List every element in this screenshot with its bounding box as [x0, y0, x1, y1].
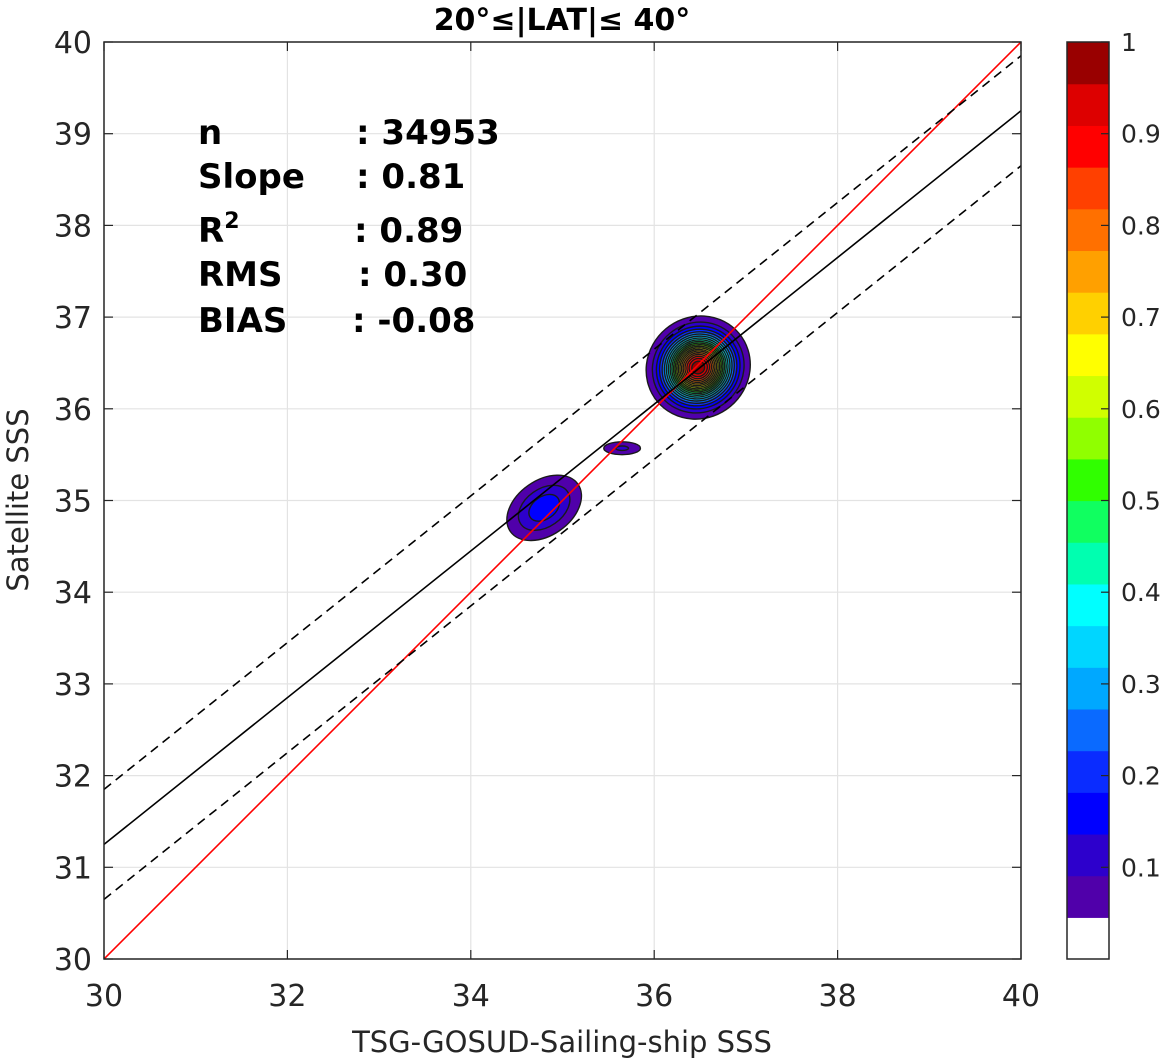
stat-bias-label: BIAS — [198, 301, 287, 341]
colorbar-segment — [1067, 542, 1109, 585]
colorbar-segment — [1067, 708, 1109, 752]
stat-rms-label: RMS — [198, 255, 283, 295]
colorbar-tick-label: 0.2 — [1121, 762, 1161, 791]
colorbar-tick-label: 0.6 — [1121, 395, 1161, 424]
density-cluster — [603, 441, 642, 456]
contour-level — [528, 493, 561, 522]
stat-rms-value: : 0.30 — [358, 255, 467, 295]
colorbar-segment — [1067, 500, 1109, 543]
colorbar-tick-label: 1 — [1121, 28, 1137, 57]
colorbar-segment — [1067, 292, 1109, 335]
colorbar-segment — [1067, 42, 1109, 85]
y-tick-label: 37 — [54, 301, 92, 336]
x-tick-label: 38 — [819, 979, 857, 1014]
colorbar-segment — [1067, 83, 1109, 126]
colorbar-segment — [1067, 250, 1109, 293]
colorbar-tick-label: 0.5 — [1121, 487, 1161, 516]
stat-bias-value: : -0.08 — [352, 301, 475, 341]
colorbar-tick-label: 0.4 — [1121, 578, 1161, 607]
colorbar-segment — [1067, 875, 1109, 918]
y-tick-label: 38 — [54, 209, 92, 244]
y-tick-label: 36 — [54, 393, 92, 428]
y-tick-label: 34 — [54, 576, 92, 611]
y-tick-label: 32 — [54, 760, 92, 795]
y-axis-label: Satellite SSS — [1, 408, 35, 591]
contour-level — [615, 445, 630, 452]
colorbar-segment — [1067, 917, 1109, 960]
y-axis-ticks: 30 31 32 33 34 35 36 37 38 39 40 — [54, 26, 1021, 978]
colorbar: 0.1 0.2 0.3 0.4 0.5 0.6 0.7 0.8 0.9 1 — [1066, 28, 1161, 960]
colorbar-segment — [1067, 458, 1109, 502]
colorbar-segment — [1067, 208, 1109, 252]
colorbar-tick-label: 0.3 — [1121, 670, 1161, 699]
stats-box: n : 34953 Slope : 0.81 R2 : 0.89 RMS : 0… — [198, 113, 500, 341]
x-axis-label: TSG-GOSUD-Sailing-ship SSS — [351, 1025, 772, 1059]
stat-r2-label: R2 — [198, 209, 240, 251]
stat-n-value: : 34953 — [356, 113, 500, 153]
colorbar-tick-label: 0.8 — [1121, 211, 1161, 240]
colorbar-segment — [1067, 375, 1109, 418]
stat-r2-value: : 0.89 — [354, 211, 463, 251]
colorbar-segment — [1067, 792, 1109, 835]
line-one-to-one — [104, 42, 1021, 959]
colorbar-segment — [1067, 125, 1109, 168]
line-lower-bound — [104, 165, 1021, 901]
reference-lines — [104, 42, 1021, 959]
colorbar-segment — [1067, 583, 1109, 627]
stat-slope-value: : 0.81 — [356, 157, 465, 197]
y-tick-label: 35 — [54, 485, 92, 520]
colorbar-tick-label: 0.1 — [1121, 853, 1161, 882]
stat-r2-letter: R — [198, 211, 224, 251]
y-tick-label: 33 — [54, 668, 92, 703]
x-tick-label: 36 — [635, 979, 673, 1014]
y-tick-label: 31 — [54, 851, 92, 886]
colorbar-segment — [1067, 750, 1109, 793]
line-upper-bound — [104, 55, 1021, 790]
colorbar-segment — [1067, 625, 1109, 668]
x-axis-ticks: 30 32 34 36 38 40 — [85, 42, 1040, 1014]
colorbar-segment — [1067, 167, 1109, 210]
colorbar-segment — [1067, 667, 1109, 710]
y-tick-label: 30 — [54, 943, 92, 978]
line-regression-fit — [104, 110, 1021, 845]
colorbar-segment — [1067, 417, 1109, 460]
y-tick-label: 40 — [54, 26, 92, 61]
density-cluster — [506, 474, 583, 542]
chart-title: 20°≤|LAT|≤ 40° — [434, 3, 691, 38]
y-tick-label: 39 — [54, 118, 92, 153]
stat-r2-superscript: 2 — [224, 209, 239, 234]
x-tick-label: 40 — [1002, 979, 1040, 1014]
colorbar-segment — [1067, 833, 1109, 877]
colorbar-segment — [1067, 333, 1109, 377]
x-tick-label: 32 — [268, 979, 306, 1014]
colorbar-tick-label: 0.9 — [1121, 120, 1161, 149]
stat-n-label: n — [198, 113, 222, 153]
colorbar-tick-label: 0.7 — [1121, 303, 1161, 332]
stat-slope-label: Slope — [198, 157, 305, 197]
x-tick-label: 30 — [85, 979, 123, 1014]
x-tick-label: 34 — [452, 979, 490, 1014]
